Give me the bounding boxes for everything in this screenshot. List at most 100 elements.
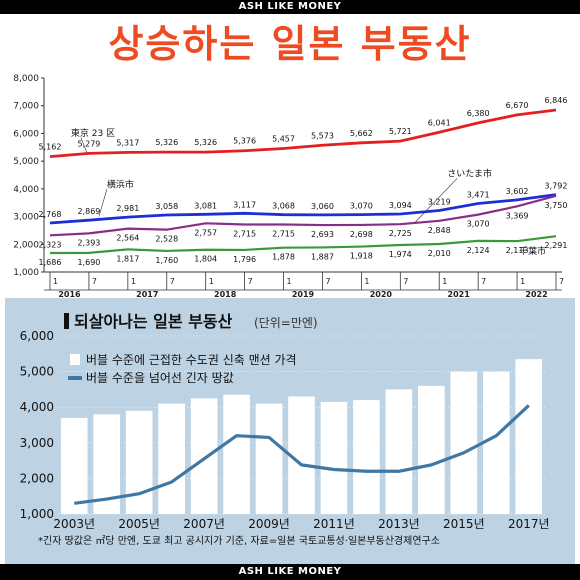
data-label-yokohama: 3,792 [545,182,568,191]
data-label-chiba: 1,918 [350,252,373,261]
y-tick-label: 6,000 [13,129,39,139]
x-tick-label: 1 [287,277,292,286]
series-line-yokohama [49,193,557,225]
legend-label-bars: 버블 수준에 근접한 수도권 신축 맨션 가격 [86,353,297,367]
x-tick-label: 2011년 [313,517,355,531]
bar-mansion-price [60,417,88,514]
series-line-tokyo [49,108,557,159]
data-label-tokyo: 6,846 [545,96,568,105]
data-label-yokohama: 2,869 [77,207,100,216]
data-label-yokohama: 3,081 [194,201,217,210]
leader-line-yokohama [98,189,108,217]
data-label-chiba: 2,291 [545,241,568,250]
data-label-saitama: 2,757 [194,228,217,237]
x-year-label: 2021 [448,290,471,298]
series-label-chiba: 千葉市 [519,245,546,257]
y-tick-label: 3,000 [13,213,39,223]
headline-title: 상승하는 일본 부동산 [108,22,472,66]
x-tick-label: 2005년 [118,517,160,531]
x-tick-label: 2017년 [508,517,550,531]
data-label-yokohama: 3,471 [467,191,490,200]
data-label-tokyo: 5,279 [77,139,100,148]
data-label-yokohama: 2,981 [116,204,139,213]
series-line-ginza-land [74,404,530,505]
y-tick-label: 8,000 [13,74,39,84]
data-label-chiba: 1,974 [389,250,412,259]
footnote: *긴자 땅값은 ㎡당 만엔, 도쿄 최고 공시지가 기준, 자료=일본 국토교통… [38,534,440,547]
japan-condo-price-line-chart: 1,000 2,000 3,000 4,000 5,000 6,000 7,000 8,000… [13,74,568,298]
x-tick-label: 7 [92,277,97,286]
bar-mansion-price [482,371,510,514]
y-tick-label: 4,000 [20,400,54,414]
series-line-chiba [49,235,557,255]
data-label-tokyo: 5,662 [350,129,373,138]
legend-label-line: 버블 수준을 넘어선 긴자 땅값 [86,371,234,385]
data-label-chiba: 1,804 [194,255,217,264]
data-label-yokohama: 3,068 [272,202,295,211]
data-label-chiba: 1,817 [116,254,139,263]
x-tick-label: 1 [131,277,136,286]
x-year-label: 2019 [292,290,315,298]
y-tick-label: 5,000 [20,365,54,379]
data-label-saitama: 2,393 [77,238,100,247]
y-tick-label: 7,000 [13,102,39,112]
data-label-saitama: 2,528 [155,235,178,244]
series-label-tokyo: 東京 23 区 [71,127,115,139]
bar-mansion-price [385,389,413,514]
y-tick-label: 1,000 [20,507,54,521]
y-tick-label: 3,000 [20,436,54,450]
title-marker [64,313,69,329]
x-tick-label: 7 [559,277,564,286]
leader-line-saitama [415,178,458,223]
data-label-saitama: 2,715 [233,229,256,238]
bar-mansion-price [515,359,543,514]
x-year-label: 2020 [370,290,393,298]
data-label-chiba: 2,124 [467,246,490,255]
data-label-tokyo: 6,670 [506,101,529,110]
data-label-chiba: 1,796 [233,255,256,264]
series-label-yokohama: 横浜市 [107,178,134,190]
bar-mansion-price [353,400,380,514]
data-label-tokyo: 6,380 [467,109,490,118]
x-tick-label: 7 [481,277,486,286]
x-tick-label: 2009년 [248,517,290,531]
y-tick-label: 5,000 [13,157,39,167]
data-label-tokyo: 5,376 [233,137,256,146]
data-label-saitama: 3,369 [506,211,529,220]
x-tick-label: 1 [53,277,58,286]
bar-mansion-price [158,403,185,514]
x-tick-label: 7 [325,277,330,286]
x-year-label: 2022 [525,290,547,298]
x-year-label: 2017 [136,290,158,298]
y-tick-label: 2,000 [20,471,54,485]
data-label-chiba: 1,887 [311,252,334,261]
data-label-tokyo: 5,573 [311,131,334,140]
data-label-chiba: 2,113 [506,246,529,255]
x-year-label: 2016 [58,290,81,298]
bar-mansion-price [288,396,315,514]
data-label-saitama: 2,698 [350,230,373,239]
x-tick-label: 1 [209,277,214,286]
data-label-saitama: 3,750 [545,201,568,210]
bar-mansion-price [418,385,445,514]
y-tick-label: 2,000 [13,240,39,250]
data-label-yokohama: 2,768 [39,210,62,219]
x-tick-label: 7 [248,277,253,286]
data-label-tokyo: 5,317 [116,138,139,147]
data-label-saitama: 2,564 [116,234,139,243]
data-label-tokyo: 5,326 [155,138,178,147]
data-label-tokyo: 5,326 [194,138,217,147]
data-label-saitama: 2,715 [272,229,295,238]
bar-mansion-price [450,371,478,514]
bottom-banner: ASH LIKE MONEY [0,564,580,580]
x-tick-label: 7 [403,277,408,286]
chart-title: 되살아나는 일본 부동산 [74,312,233,331]
data-label-tokyo: 6,041 [428,118,451,127]
data-label-tokyo: 5,162 [39,143,62,152]
data-label-yokohama: 3,094 [389,201,412,210]
data-label-chiba: 1,878 [272,253,295,262]
legend-swatch-bars [70,354,80,365]
bar-mansion-price [125,410,153,514]
data-label-chiba: 2,010 [428,249,451,258]
x-tick-label: 2003년 [53,517,95,531]
